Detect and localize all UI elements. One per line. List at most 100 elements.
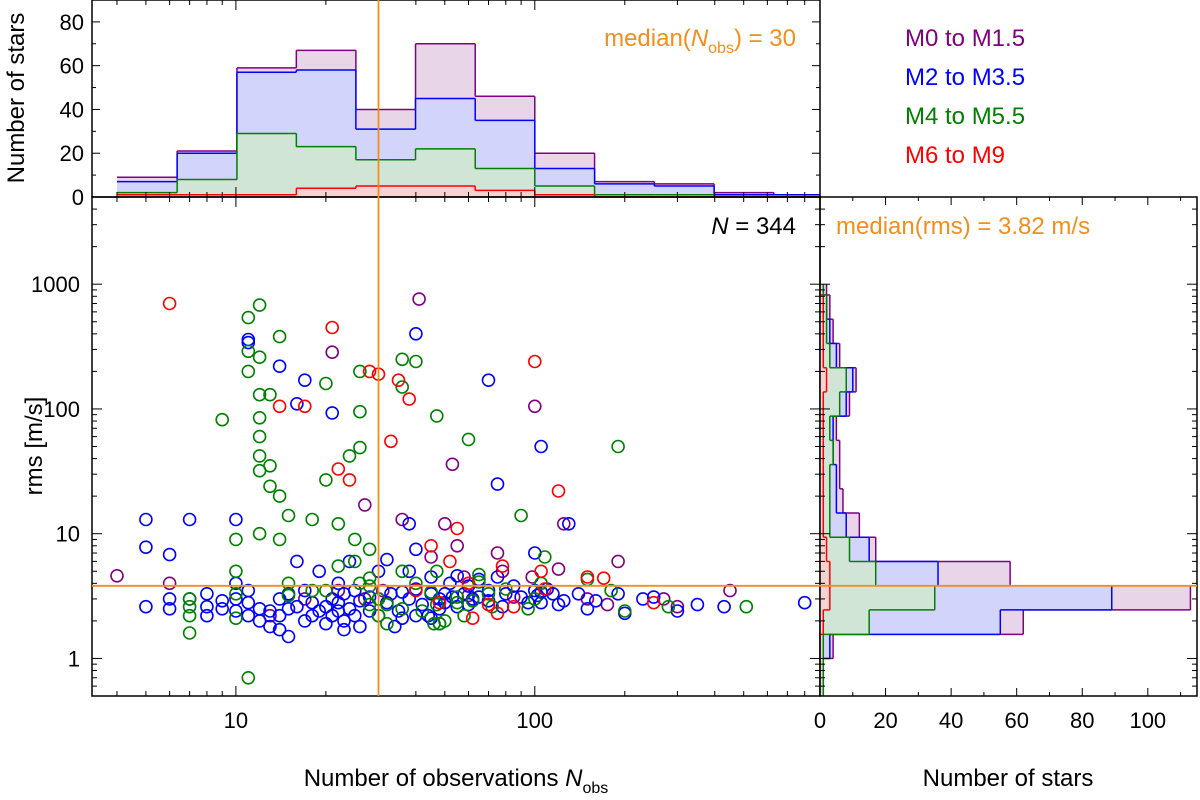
scatter-point <box>461 432 476 447</box>
right-hist-series-2 <box>820 284 936 696</box>
scatter-point <box>182 608 197 623</box>
legend-item: M0 to M1.5 <box>905 25 1025 52</box>
scatter-point <box>432 595 447 610</box>
scatter-point <box>353 619 367 634</box>
scatter-point <box>395 611 410 626</box>
scatter-point <box>395 352 410 367</box>
scatter-point <box>182 626 197 640</box>
scatter-point <box>596 571 611 586</box>
right-histogram-panel: 0 20 40 60 80 100 median(rms) = 3.82 m/s Numb… <box>814 196 1198 792</box>
scatter-point <box>450 595 465 610</box>
scatter-point <box>272 608 287 623</box>
scatter-point <box>384 434 398 449</box>
scatter-point <box>272 489 287 503</box>
scatter-point <box>395 512 410 527</box>
scatter-point <box>646 590 661 604</box>
scatter-point <box>465 611 480 626</box>
top-hist-ytick-label: 40 <box>60 97 84 122</box>
scatter-point <box>490 477 505 491</box>
scatter-point <box>297 399 312 414</box>
top-histogram-bars <box>116 43 820 198</box>
scatter-point <box>272 329 287 344</box>
scatter-point <box>229 532 243 547</box>
scatter-point <box>337 614 351 628</box>
scatter-point <box>387 619 402 634</box>
scatter-point <box>331 559 346 573</box>
scatter-point <box>380 616 394 631</box>
scatter-point <box>375 583 390 598</box>
scatter-point <box>551 562 566 576</box>
scatter-point <box>380 597 394 612</box>
scatter-point <box>571 586 586 601</box>
right-hist-series-3 <box>819 284 831 696</box>
scatter-point <box>229 611 243 626</box>
scatter-point <box>200 586 214 601</box>
median-nobs-label: median(Nobs) = 30 <box>604 25 796 57</box>
scatter-point <box>319 473 333 487</box>
legend-item: M4 to M5.5 <box>905 103 1025 130</box>
scatter-point <box>281 508 296 523</box>
scatter-point <box>611 586 625 601</box>
scatter-point <box>481 373 496 388</box>
scatter-point <box>551 484 566 498</box>
top-hist-fill <box>116 186 820 197</box>
scatter-point <box>252 350 267 365</box>
scatter-panel: 10 100 1 10 100 1000 N = 344 rms [m/s] Number… <box>21 196 821 797</box>
scatter-point <box>162 296 177 311</box>
scatter-point <box>200 599 214 614</box>
scatter-point <box>429 597 444 612</box>
scatter-point <box>139 540 153 555</box>
scatter-point <box>241 608 256 623</box>
scatter-point <box>281 601 296 616</box>
scatter-point <box>312 604 327 618</box>
scatter-point <box>272 622 287 637</box>
scatter-point <box>252 526 267 541</box>
scatter-point <box>525 570 540 584</box>
scatter-point <box>325 406 340 420</box>
scatter-point <box>347 554 362 569</box>
scatter-point <box>252 449 267 463</box>
scatter-point <box>437 516 452 531</box>
scatter-point <box>162 601 177 616</box>
scatter-point <box>617 604 632 618</box>
top-hist-ytick-label: 60 <box>60 54 84 79</box>
right-hist-fill <box>820 284 935 696</box>
scatter-point <box>690 597 705 612</box>
scatter-point <box>305 583 320 598</box>
scatter-point <box>506 590 521 604</box>
scatter-point <box>331 576 346 591</box>
scatter-point <box>402 592 417 606</box>
scatter-point <box>252 298 267 312</box>
scatter-point <box>409 576 423 591</box>
top-hist-ytick-label: 0 <box>72 185 84 210</box>
scatter-point <box>427 616 441 631</box>
scatter-point <box>241 670 256 685</box>
scatter-point <box>429 564 444 579</box>
scatter-point <box>347 532 362 547</box>
scatter-point <box>229 604 243 618</box>
scatter-point <box>450 590 465 604</box>
median-rms-label: median(rms) = 3.82 m/s <box>836 213 1090 240</box>
right-histogram-ticks: 0 20 40 60 80 100 <box>814 196 1197 733</box>
right-hist-xtick-label: 100 <box>1129 708 1166 733</box>
scatter-point <box>162 547 177 562</box>
scatter-point <box>290 396 304 411</box>
scatter-point <box>319 583 333 598</box>
scatter-point <box>443 554 457 569</box>
scatter-point <box>409 326 423 341</box>
scatter-point <box>325 345 340 360</box>
scatter-point <box>290 554 304 569</box>
scatter-point <box>415 597 430 612</box>
scatter-point <box>424 550 438 564</box>
scatter-point <box>353 404 367 419</box>
scatter-point <box>537 582 552 596</box>
scatter-point <box>450 521 465 536</box>
right-histogram-frame <box>819 196 1198 697</box>
scatter-point <box>450 568 465 583</box>
scatter-point <box>443 576 457 591</box>
scatter-point <box>362 571 377 586</box>
scatter-point <box>490 546 505 560</box>
scatter-point <box>527 354 542 369</box>
scatter-point <box>342 449 357 463</box>
y-tick-label: 10 <box>56 522 80 547</box>
